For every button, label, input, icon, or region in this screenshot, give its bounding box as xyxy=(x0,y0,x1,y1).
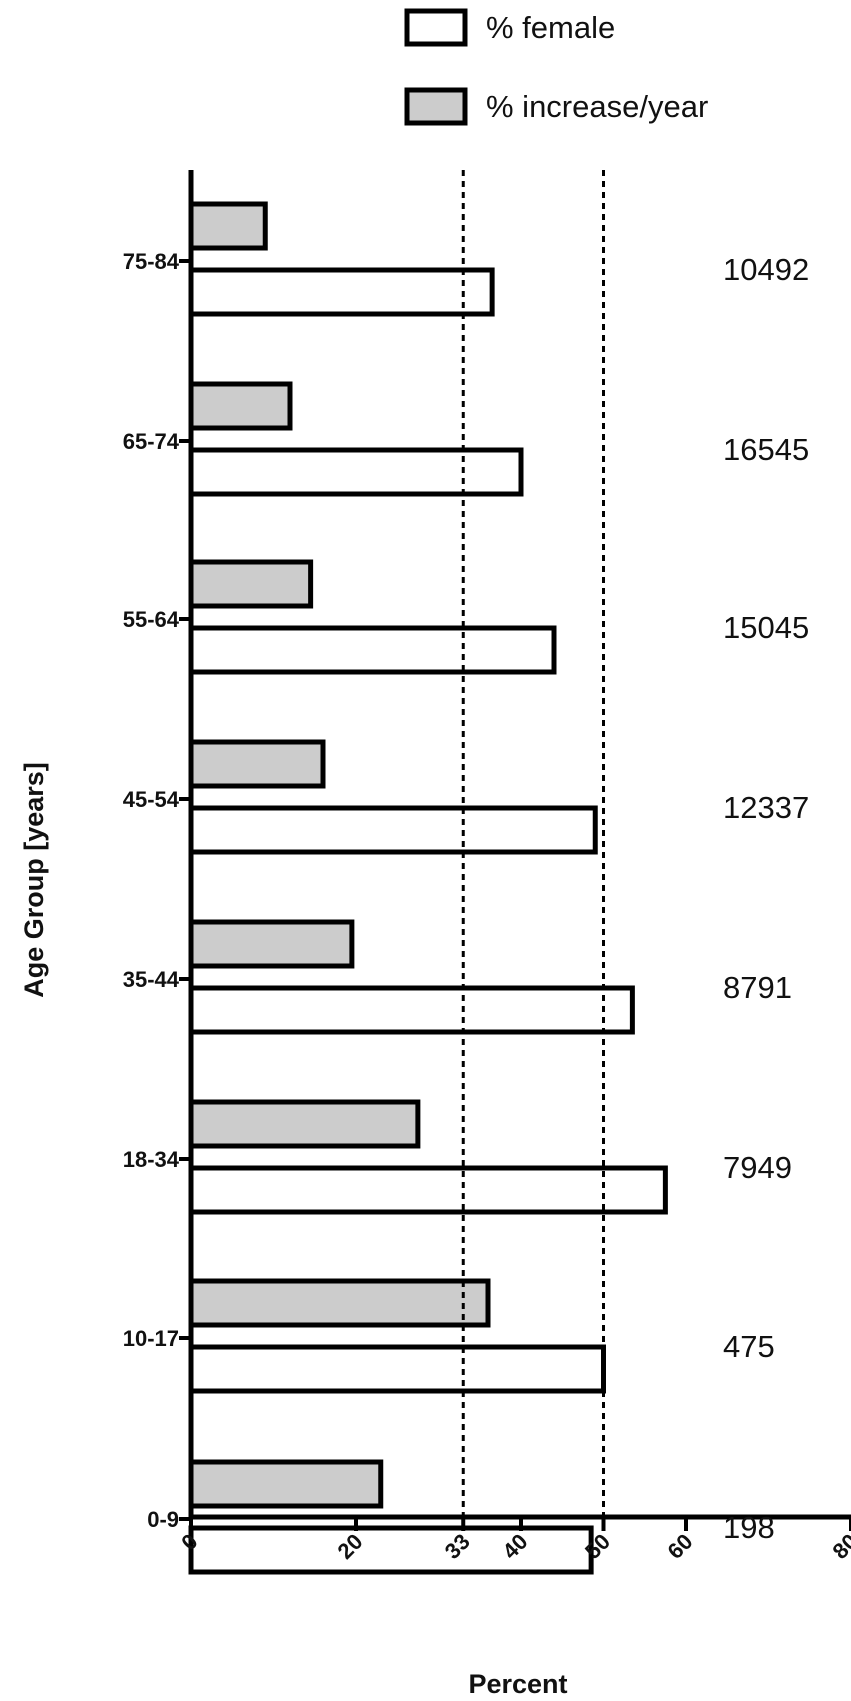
count-label: 8791 xyxy=(723,970,792,1005)
count-label: 475 xyxy=(723,1329,775,1364)
bar-increase-18-34 xyxy=(188,1099,421,1149)
legend: % female % increase/year xyxy=(404,8,708,126)
count-label: 10492 xyxy=(723,252,809,287)
bar-female-35-44 xyxy=(188,985,635,1035)
x-axis-title: Percent xyxy=(468,1669,567,1699)
bar-increase-0-9 xyxy=(188,1459,384,1509)
count-label: 12337 xyxy=(723,790,809,825)
bar-increase-45-54 xyxy=(188,739,326,789)
y-tick-label: 0-9 xyxy=(147,1507,179,1532)
bar-female-75-84 xyxy=(188,267,495,317)
y-tick-label: 75-84 xyxy=(123,249,180,274)
legend-swatch-increase xyxy=(404,87,468,126)
bar-female-10-17 xyxy=(188,1344,606,1394)
y-tick-label: 10-17 xyxy=(123,1326,179,1351)
y-tick-label: 35-44 xyxy=(123,967,180,992)
bar-female-65-74 xyxy=(188,447,524,497)
count-label: 7949 xyxy=(723,1150,792,1185)
bar-increase-10-17 xyxy=(188,1278,491,1328)
bar-female-18-34 xyxy=(188,1165,668,1215)
reference-lines xyxy=(461,170,605,1517)
count-label: 16545 xyxy=(723,432,809,467)
x-tick-label: 80 xyxy=(828,1529,851,1564)
count-label: 15045 xyxy=(723,610,809,645)
y-tick-label: 65-74 xyxy=(123,429,180,454)
legend-swatch-female xyxy=(404,8,468,47)
bar-female-0-9 xyxy=(188,1525,594,1575)
count-label: 198 xyxy=(723,1510,775,1545)
y-tick-label: 55-64 xyxy=(123,607,180,632)
bar-increase-75-84 xyxy=(188,201,268,251)
legend-label: % female xyxy=(486,10,615,45)
bar-female-45-54 xyxy=(188,805,598,855)
bars xyxy=(188,201,668,1575)
count-labels: 198 475 7949 8791 12337 15045 16545 10492 xyxy=(723,252,809,1545)
bar-increase-65-74 xyxy=(188,381,293,431)
y-tick-label: 18-34 xyxy=(123,1147,180,1172)
bar-increase-35-44 xyxy=(188,919,355,969)
y-axis-title: Age Group [years] xyxy=(19,762,49,998)
bar-increase-55-64 xyxy=(188,559,314,609)
y-tick-label: 45-54 xyxy=(123,787,180,812)
legend-label: % increase/year xyxy=(486,89,708,124)
bar-female-55-64 xyxy=(188,625,557,675)
x-tick-label: 60 xyxy=(663,1529,698,1564)
